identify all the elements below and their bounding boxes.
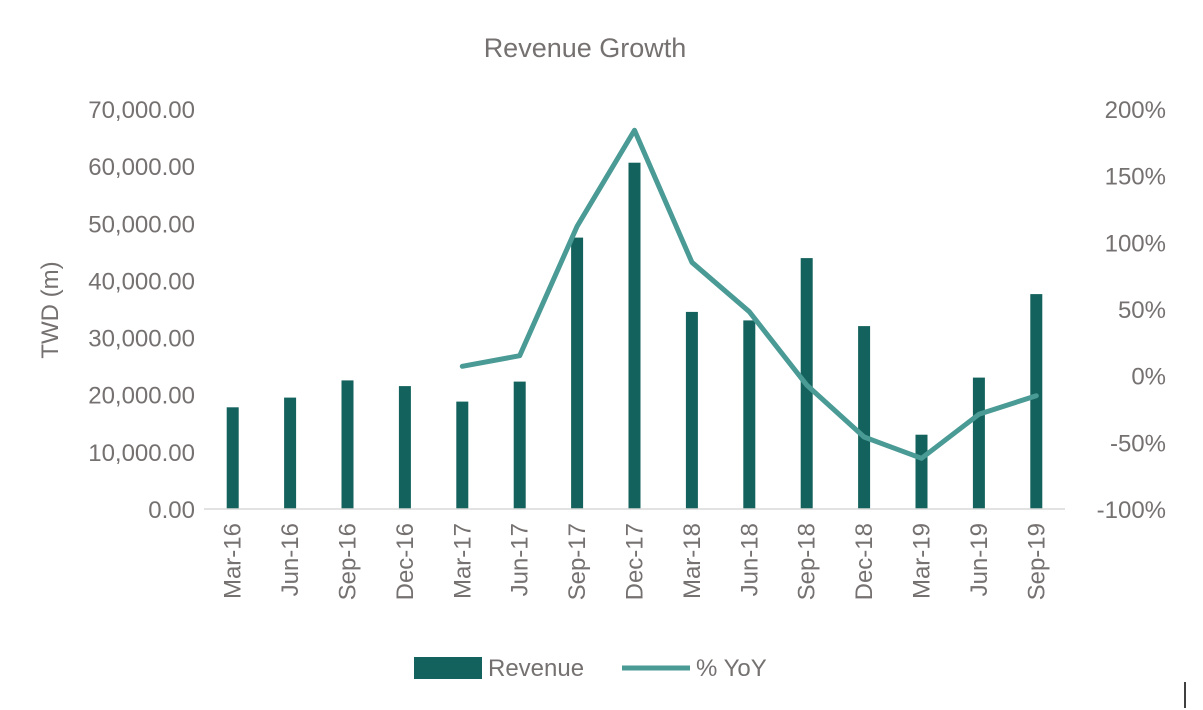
x-axis-ticks: Mar-16 Jun-16 Sep-16 Dec-16 Mar-17 Jun-17 Sep-…: [220, 523, 1051, 600]
y2-tick-label: 100%: [1105, 230, 1166, 257]
bar-revenue-Jun-18: [743, 320, 756, 509]
bar-revenue-Sep-17: [571, 237, 584, 509]
x-tick-label: Jun-16: [277, 523, 304, 596]
bar-series-revenue: [226, 162, 1043, 509]
y2-tick-label: 200%: [1105, 97, 1166, 124]
x-tick-label: Jun-19: [966, 523, 993, 596]
y-tick-label: 10,000.00: [88, 440, 195, 467]
bar-revenue-Dec-16: [398, 386, 411, 509]
bar-revenue-Mar-16: [226, 407, 239, 509]
bar-revenue-Jun-19: [972, 377, 985, 509]
x-tick-label: Jun-17: [507, 523, 534, 596]
y-tick-label: 60,000.00: [88, 154, 195, 181]
line-series-yoy: [459, 127, 1039, 461]
y2-tick-label: 0%: [1131, 364, 1166, 391]
x-tick-label: Mar-19: [909, 523, 936, 599]
line-yoy-path: [459, 127, 1039, 461]
bar-revenue-Sep-16: [341, 380, 354, 509]
bar-revenue-Jun-17: [513, 381, 526, 509]
y2-axis-ticks: -100% -50% 0% 50% 100% 150% 200%: [1097, 97, 1166, 524]
x-tick-label: Jun-18: [736, 523, 763, 596]
x-tick-label: Sep-17: [564, 523, 591, 600]
legend-label-yoy: % YoY: [696, 655, 767, 682]
x-tick-label: Mar-18: [679, 523, 706, 599]
bar-revenue-Dec-18: [858, 326, 871, 509]
y-tick-label: 0.00: [148, 497, 195, 524]
y-tick-label: 30,000.00: [88, 326, 195, 353]
bar-revenue-Mar-18: [685, 311, 698, 509]
x-tick-label: Dec-18: [851, 523, 878, 600]
chart-title: Revenue Growth: [484, 33, 687, 63]
legend: Revenue % YoY: [414, 655, 767, 682]
x-tick-label: Dec-17: [622, 523, 649, 600]
y-axis-label: TWD (m): [37, 261, 64, 358]
y2-tick-label: 50%: [1118, 297, 1166, 324]
y-tick-label: 50,000.00: [88, 211, 195, 238]
legend-swatch-revenue: [414, 657, 482, 679]
y-axis-ticks: 0.00 10,000.00 20,000.00 30,000.00 40,000.00…: [88, 97, 195, 524]
y2-tick-label: -50%: [1110, 430, 1166, 457]
x-tick-label: Mar-17: [449, 523, 476, 599]
bar-revenue-Mar-19: [915, 434, 928, 509]
x-tick-label: Dec-16: [392, 523, 419, 600]
y-tick-label: 20,000.00: [88, 383, 195, 410]
x-tick-label: Mar-16: [220, 523, 247, 599]
y2-tick-label: -100%: [1097, 497, 1166, 524]
bar-revenue-Mar-17: [456, 401, 469, 509]
x-tick-label: Sep-19: [1023, 523, 1050, 600]
y-tick-label: 40,000.00: [88, 268, 195, 295]
x-tick-label: Sep-16: [335, 523, 362, 600]
legend-label-revenue: Revenue: [488, 655, 584, 682]
bar-revenue-Jun-16: [284, 397, 297, 509]
y-tick-label: 70,000.00: [88, 97, 195, 124]
bar-revenue-Dec-17: [628, 162, 641, 509]
x-tick-label: Sep-18: [794, 523, 821, 600]
bar-revenue-Sep-19: [1030, 294, 1043, 509]
y2-tick-label: 150%: [1105, 164, 1166, 191]
